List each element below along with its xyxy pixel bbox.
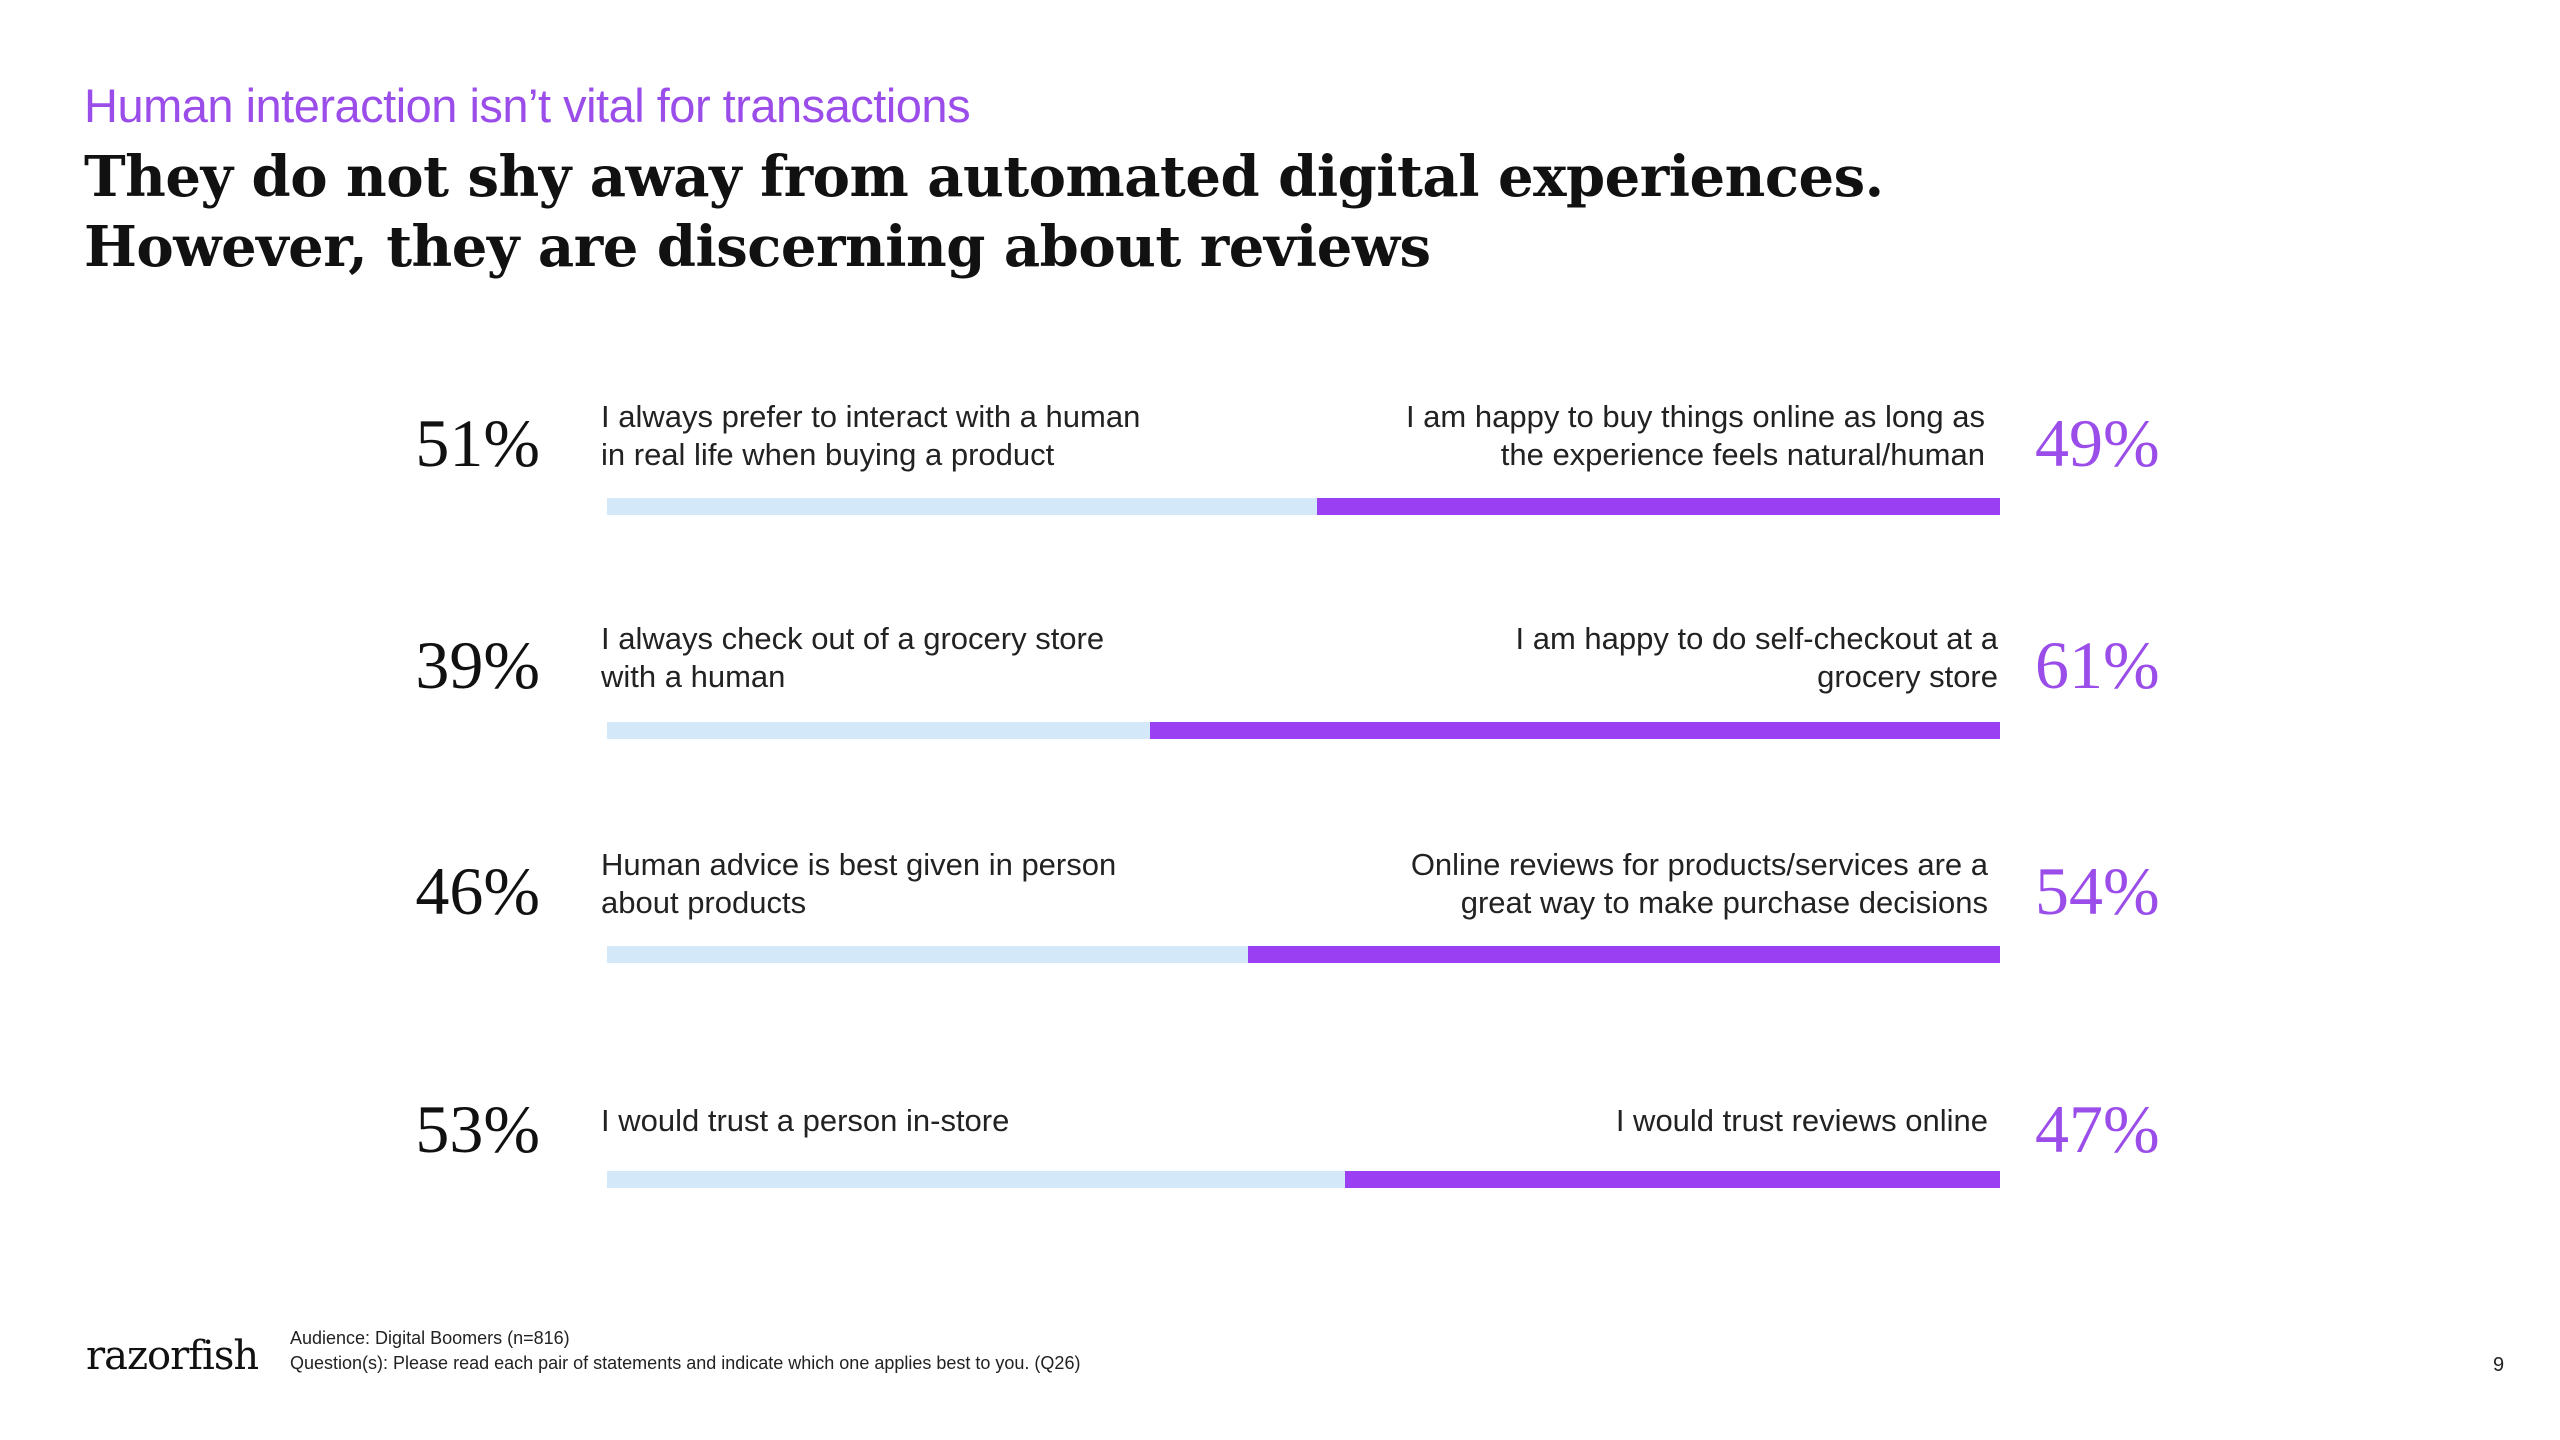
- chart-row-4: 53% I would trust a person in-store I wo…: [0, 1080, 2560, 1240]
- left-percent-label: 51%: [415, 405, 540, 481]
- left-statement: I always prefer to interact with a human…: [601, 398, 1251, 474]
- chart-row-3: 46% Human advice is best given in person…: [0, 842, 2560, 1002]
- bar-right-segment: [1247, 946, 2000, 963]
- right-statement: I would trust reviews online: [1288, 1102, 1988, 1140]
- right-percent-label: 54%: [2035, 853, 2160, 929]
- right-percent-label: 61%: [2035, 627, 2160, 703]
- chart-row-2: 39% I always check out of a grocery stor…: [0, 616, 2560, 776]
- statement-line: Human advice is best given in person: [601, 847, 1117, 882]
- bar-track-left-segment: [607, 498, 2000, 515]
- right-percent-label: 47%: [2035, 1091, 2160, 1167]
- right-statement: I am happy to do self-checkout at a groc…: [1298, 620, 1999, 696]
- bar-right-segment: [1150, 722, 2000, 739]
- statement-line: grocery store: [1817, 659, 1998, 694]
- statement-line: Online reviews for products/services are…: [1410, 847, 1988, 882]
- statement-line: I would trust a person in-store: [601, 1103, 1010, 1138]
- statement-line: I am happy to do self-checkout at a: [1515, 621, 1999, 656]
- statement-line: I always check out of a grocery store: [601, 621, 1105, 656]
- statement-line: I always prefer to interact with a human: [601, 399, 1141, 434]
- statement-line: great way to make purchase decisions: [1460, 885, 1988, 920]
- right-statement: I am happy to buy things online as long …: [1285, 398, 1985, 474]
- left-statement: I always check out of a grocery store wi…: [601, 620, 1251, 696]
- page-number: 9: [2493, 1354, 2505, 1376]
- right-statement: Online reviews for products/services are…: [1288, 846, 1988, 922]
- statement-line: about products: [601, 885, 807, 920]
- statement-line: with a human: [601, 659, 786, 694]
- page-headline: They do not shy away from automated digi…: [84, 142, 1984, 282]
- footer-audience: Audience: Digital Boomers (n=816): [290, 1328, 570, 1348]
- bar-track-left-segment: [607, 722, 2000, 739]
- right-percent-label: 49%: [2035, 405, 2160, 481]
- left-statement: I would trust a person in-store: [601, 1102, 1251, 1140]
- left-percent-label: 46%: [415, 853, 540, 929]
- headline-line-1: They do not shy away from automated digi…: [84, 144, 1884, 210]
- chart-row-1: 51% I always prefer to interact with a h…: [0, 392, 2560, 552]
- bar-track-left-segment: [607, 946, 2000, 963]
- left-percent-label: 39%: [415, 627, 540, 703]
- statement-line: in real life when buying a product: [601, 437, 1055, 472]
- bar-right-segment: [1345, 1171, 2000, 1188]
- statement-line: the experience feels natural/human: [1500, 437, 1985, 472]
- statement-line: I would trust reviews online: [1615, 1103, 1988, 1138]
- bar-track-left-segment: [607, 1171, 2000, 1188]
- left-percent-label: 53%: [415, 1091, 540, 1167]
- statement-line: I am happy to buy things online as long …: [1405, 399, 1985, 434]
- left-statement: Human advice is best given in person abo…: [601, 846, 1251, 922]
- bar-right-segment: [1317, 498, 2000, 515]
- headline-line-2: However, they are discerning about revie…: [84, 214, 1431, 280]
- razorfish-logo: razorfish: [86, 1333, 259, 1379]
- footer-question: Question(s): Please read each pair of st…: [290, 1353, 1081, 1373]
- section-kicker: Human interaction isn’t vital for transa…: [84, 79, 971, 132]
